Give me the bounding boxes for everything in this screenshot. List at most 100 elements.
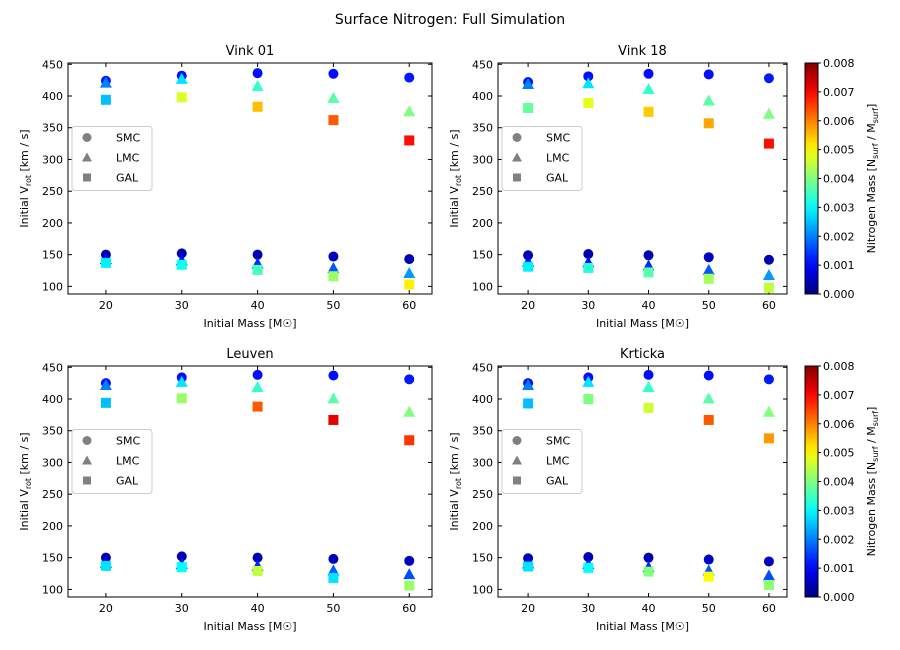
colorbar-tick-label: 0.000 (823, 288, 855, 301)
y-tick-label: 100 (472, 280, 493, 293)
data-point-smc (252, 249, 263, 260)
data-point-lmc (762, 268, 775, 280)
data-point-smc (328, 68, 339, 79)
data-point-gal (404, 135, 415, 146)
x-tick-label: 30 (581, 299, 595, 312)
data-point-gal (100, 257, 111, 268)
y-tick-label: 200 (42, 520, 63, 533)
data-point-smc (763, 73, 774, 84)
y-tick-label: 350 (472, 122, 493, 135)
data-point-gal (100, 397, 111, 408)
colorbar-tick-label: 0.000 (823, 591, 855, 604)
x-tick-label: 20 (99, 299, 113, 312)
y-tick-label: 300 (472, 153, 493, 166)
data-point-gal (583, 562, 594, 573)
data-point-lmc (702, 263, 715, 275)
data-point-lmc (327, 564, 340, 576)
data-point-gal (763, 282, 774, 293)
colorbars-group: 0.000 0.001 0.002 0.003 0.004 0.005 0.006 0.007… (804, 57, 880, 604)
y-tick-label: 450 (472, 361, 493, 374)
y-tick-label: 300 (472, 456, 493, 469)
legend-marker-square (83, 476, 91, 485)
panel-title: Leuven (226, 347, 273, 362)
y-tick-label: 200 (472, 520, 493, 533)
data-point-gal (100, 560, 111, 571)
data-point-gal (404, 580, 415, 591)
panel-vink-18: Vink 18 20 30 40 50 60 100 150 200 250 300 350 400 45… (448, 44, 788, 330)
data-point-gal (583, 262, 594, 273)
x-tick-label: 40 (642, 602, 656, 615)
data-point-lmc (582, 77, 595, 89)
data-point-gal (703, 118, 714, 129)
data-point-lmc (403, 267, 416, 279)
figure-suptitle: Surface Nitrogen: Full Simulation (335, 12, 565, 28)
x-tick-label: 40 (251, 602, 265, 615)
legend-label: SMC (546, 132, 570, 145)
data-point-gal (176, 562, 187, 573)
data-point-smc (404, 374, 415, 385)
y-tick-label: 400 (42, 393, 63, 406)
x-tick-label: 30 (175, 602, 189, 615)
data-point-lmc (327, 392, 340, 404)
y-tick-label: 250 (472, 488, 493, 501)
x-tick-label: 40 (251, 299, 265, 312)
colorbar-tick-label: 0.006 (823, 115, 855, 128)
data-point-smc (583, 71, 594, 82)
data-point-smc (763, 254, 774, 265)
panel-leuven: Leuven 20 30 40 50 60 100 150 200 250 300 350 400 450… (18, 347, 433, 633)
legend-box (71, 429, 153, 494)
data-point-smc (404, 254, 415, 265)
data-point-smc (703, 69, 714, 80)
legend-label: GAL (546, 172, 569, 185)
legend-marker-triangle (82, 152, 92, 162)
y-tick-label: 400 (472, 90, 493, 103)
data-point-lmc (522, 77, 535, 89)
legend-label: SMC (116, 435, 140, 448)
y-tick-label: 200 (472, 217, 493, 230)
y-tick-label: 150 (42, 249, 63, 262)
data-point-smc (583, 552, 594, 563)
colorbar-tick-label: 0.005 (823, 144, 855, 157)
y-axis-label: Initial Vrot [km / s] (18, 432, 33, 530)
x-axis-label: Initial Mass [M☉] (596, 317, 689, 330)
data-point-smc (328, 251, 339, 262)
data-point-lmc (403, 405, 416, 417)
data-point-gal (703, 571, 714, 582)
y-tick-label: 150 (472, 552, 493, 565)
data-point-lmc (762, 405, 775, 417)
panels-group: Vink 01 20 30 40 50 60 100 150 200 250 300 350 400 45… (18, 44, 788, 633)
data-point-gal (703, 273, 714, 284)
data-point-lmc (403, 568, 416, 580)
data-point-lmc (642, 83, 655, 95)
data-point-smc (763, 374, 774, 385)
data-point-gal (763, 579, 774, 590)
data-point-gal (523, 398, 534, 409)
legend-label: LMC (116, 152, 140, 165)
data-point-gal (252, 565, 263, 576)
x-tick-label: 50 (326, 299, 340, 312)
data-point-lmc (251, 380, 264, 392)
y-tick-label: 250 (42, 488, 63, 501)
data-point-gal (176, 259, 187, 270)
data-point-lmc (762, 107, 775, 119)
y-tick-label: 100 (472, 583, 493, 596)
panel-vink-01: Vink 01 20 30 40 50 60 100 150 200 250 300 350 400 45… (18, 44, 433, 330)
data-point-lmc (702, 94, 715, 106)
data-point-smc (404, 555, 415, 566)
colorbar-tick-label: 0.007 (823, 86, 855, 99)
legend-marker-circle (512, 133, 522, 142)
y-tick-label: 350 (42, 425, 63, 438)
plot-frame (67, 62, 433, 295)
data-point-smc (252, 369, 263, 380)
y-tick-label: 400 (472, 393, 493, 406)
colorbar-tick-label: 0.008 (823, 57, 855, 70)
data-point-lmc (403, 105, 416, 117)
data-point-gal (523, 561, 534, 572)
y-tick-label: 250 (472, 185, 493, 198)
data-point-smc (252, 552, 263, 563)
legend: SMC LMC GAL (501, 126, 583, 191)
data-point-lmc (175, 72, 188, 84)
legend-label: SMC (546, 435, 570, 448)
colorbar-tick-label: 0.008 (823, 360, 855, 373)
